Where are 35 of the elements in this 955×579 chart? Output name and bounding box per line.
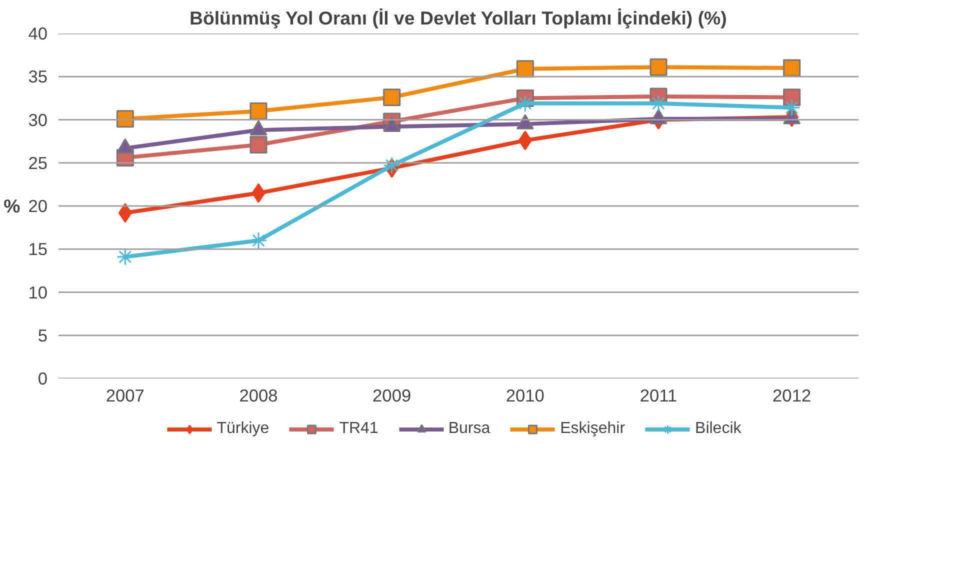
point xyxy=(383,156,401,174)
legend-label: Türkiye xyxy=(216,420,270,438)
y-tick-label: 5 xyxy=(38,325,48,346)
y-tick-label: 35 xyxy=(28,66,48,87)
x-tick-label: 2012 xyxy=(772,386,812,406)
legend-label: Bilecik xyxy=(695,420,742,438)
y-tick-label: 15 xyxy=(28,239,48,260)
point xyxy=(118,203,132,223)
legend-label: Eskişehir xyxy=(560,420,626,438)
point xyxy=(252,183,266,203)
y-tick-label: 25 xyxy=(28,152,48,173)
y-tick-label: 0 xyxy=(38,368,48,388)
point xyxy=(518,130,532,150)
y-tick-label: 10 xyxy=(28,282,48,302)
y-tick-label: 30 xyxy=(28,110,48,130)
point xyxy=(250,102,268,120)
x-tick-label: 2009 xyxy=(372,386,412,406)
point xyxy=(116,248,134,266)
legend-label: TR41 xyxy=(339,420,378,438)
point xyxy=(650,58,668,76)
point xyxy=(383,88,401,106)
chart-title: Bölünmüş Yol Oranı (İl ve Devlet Yolları Toplamı İçindeki) (%) xyxy=(189,8,727,28)
x-tick-label: 2008 xyxy=(239,386,278,406)
point xyxy=(783,88,801,106)
point xyxy=(516,60,534,78)
legend-label: Bursa xyxy=(448,420,490,438)
point xyxy=(783,59,801,77)
y-axis-title: % xyxy=(4,196,21,216)
x-tick-label: 2010 xyxy=(506,386,544,406)
point xyxy=(250,136,268,154)
x-tick-label: 2007 xyxy=(106,386,144,406)
x-tick-label: 2011 xyxy=(640,386,678,406)
y-tick-label: 40 xyxy=(28,24,48,44)
y-tick-label: 20 xyxy=(28,196,48,216)
point xyxy=(116,110,134,128)
